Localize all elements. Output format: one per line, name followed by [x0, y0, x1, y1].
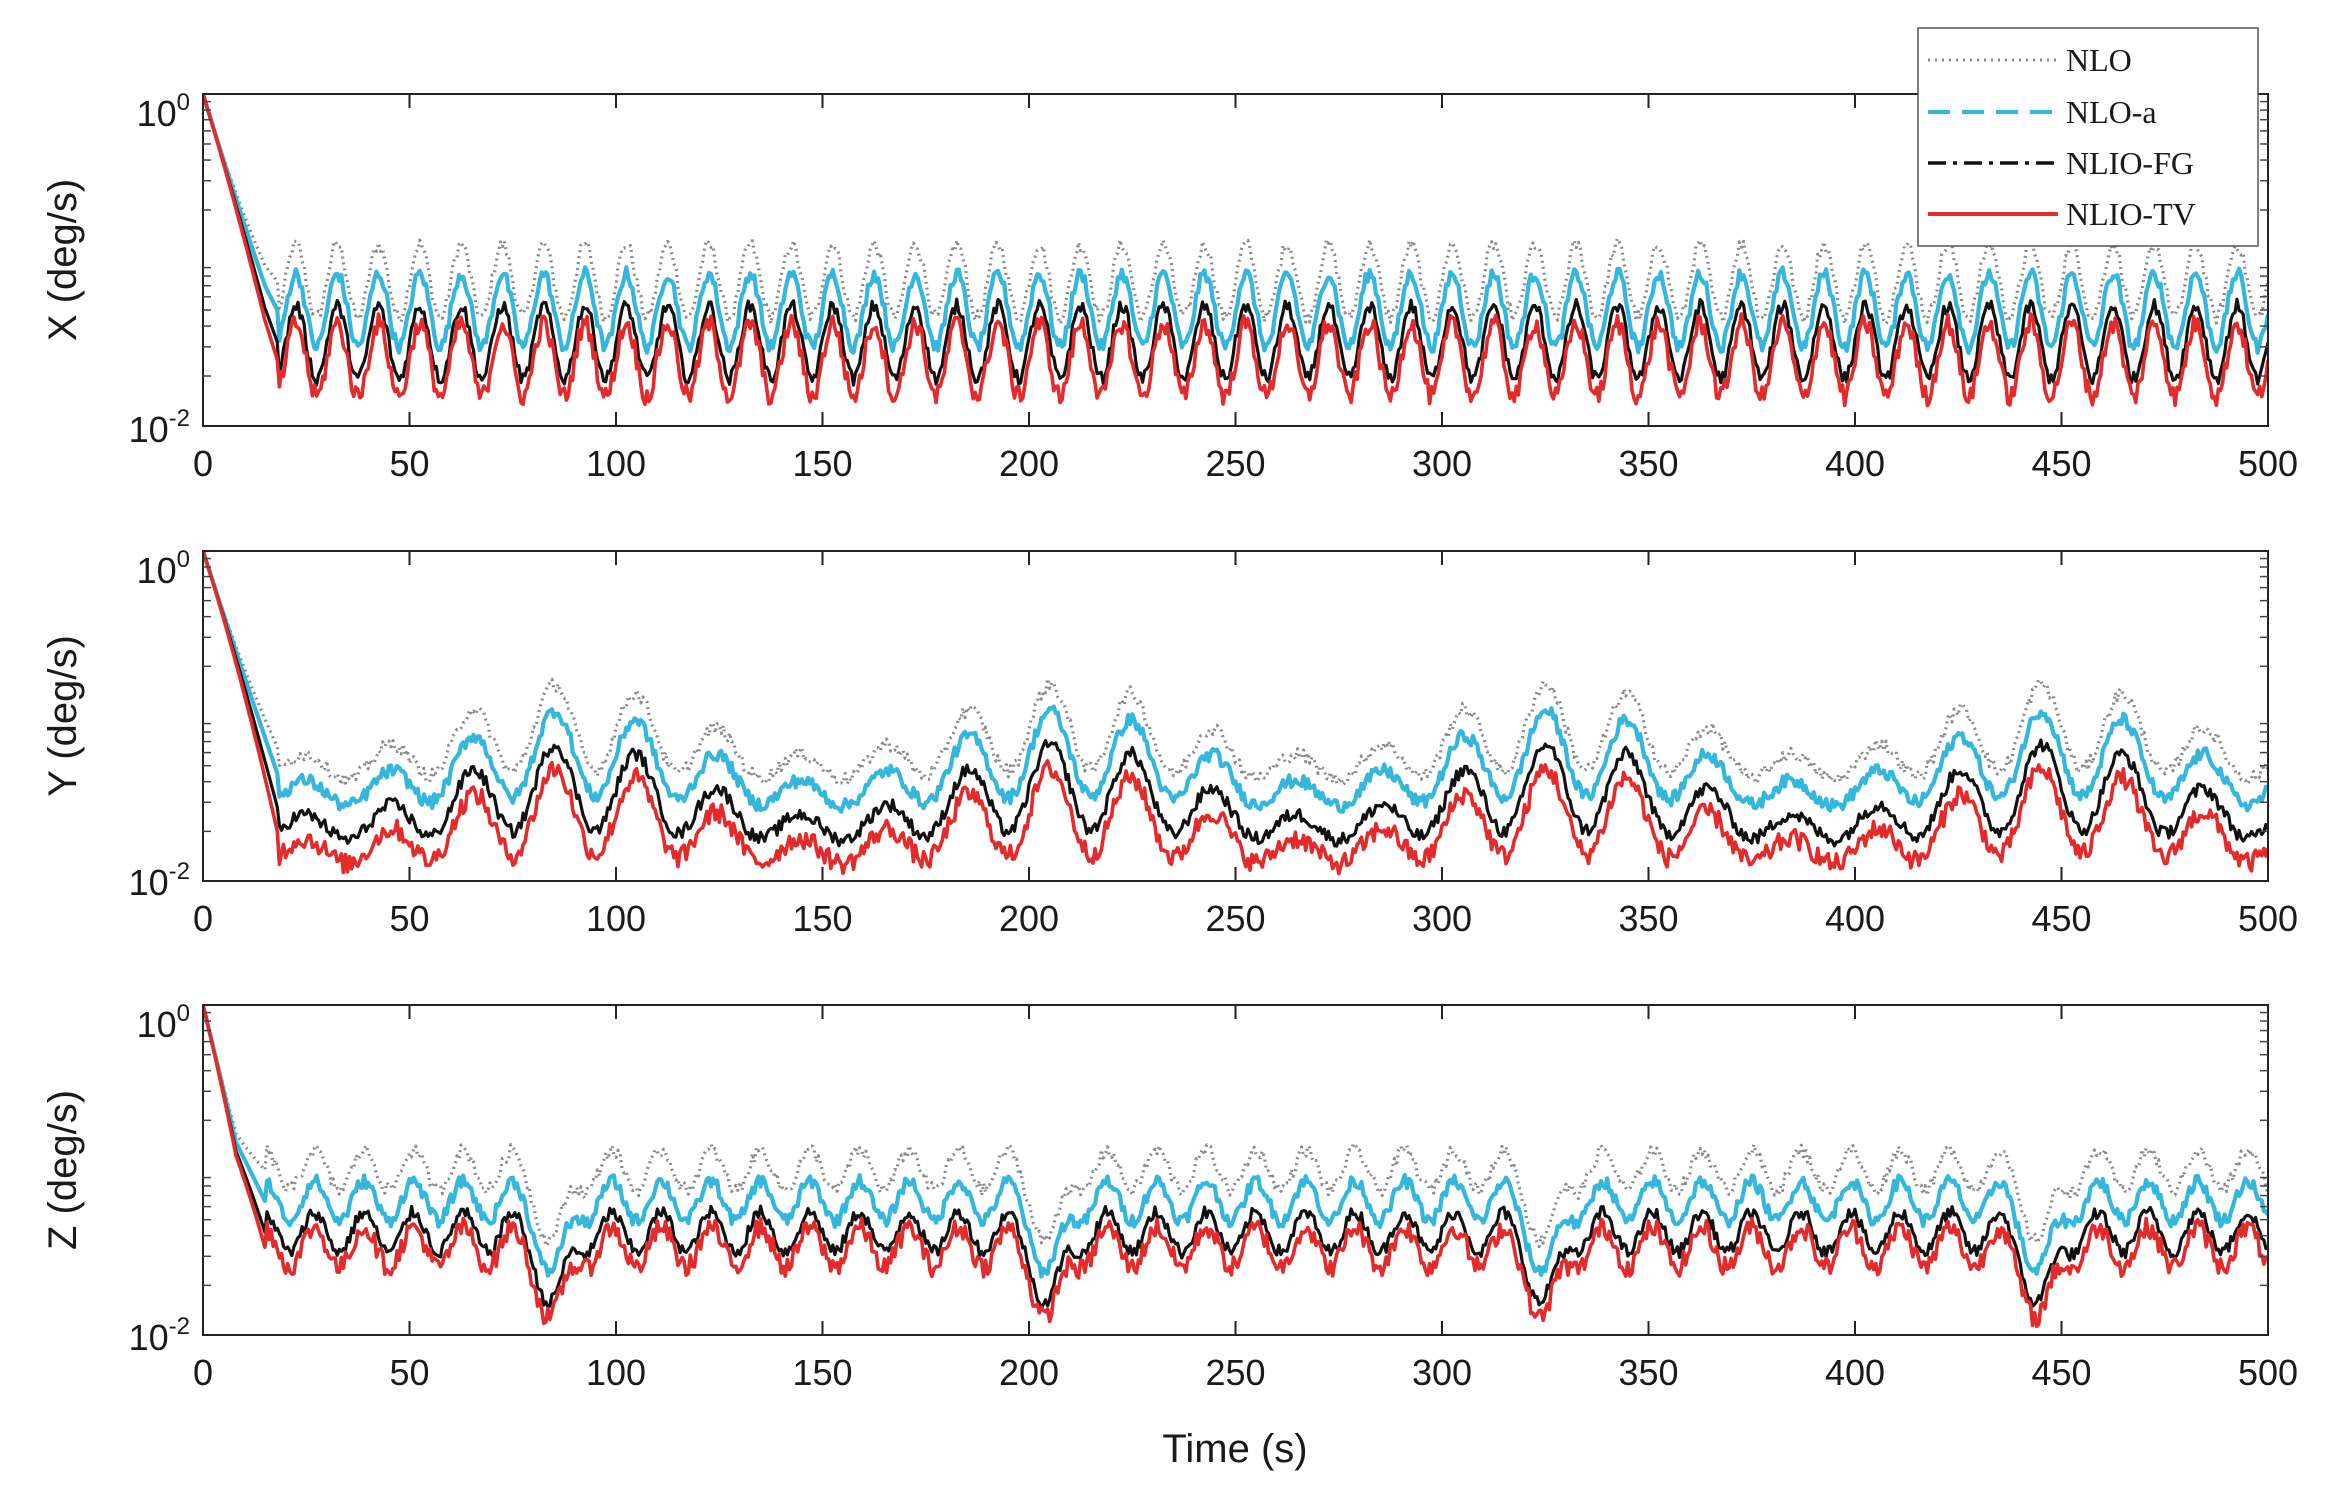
x-ticks-y: 0 50 100 150 200 250 300 350 400 450 500: [193, 551, 2298, 939]
x-tick-label: 200: [999, 443, 1059, 484]
legend-label-nlo-a: NLO-a: [2066, 94, 2157, 130]
x-tick-label: 500: [2238, 898, 2298, 939]
x-tick-label: 0: [193, 443, 213, 484]
x-tick-label: 350: [1618, 898, 1678, 939]
x-tick-label: 250: [1205, 443, 1265, 484]
y-tick-label-top-z: 100: [137, 1000, 190, 1045]
series-line-nloa-panel-z: [203, 1005, 2268, 1279]
y-tick-label-bottom-z: 10-2: [129, 1313, 190, 1358]
series-line-nlo-panel-y: [203, 551, 2268, 787]
x-tick-label: 0: [193, 898, 213, 939]
x-tick-label: 400: [1825, 443, 1885, 484]
series-line-nliotv-panel-y: [203, 551, 2268, 876]
series-line-nloa-panel-x: [203, 94, 2268, 355]
x-tick-label: 450: [2031, 443, 2091, 484]
x-tick-label: 500: [2238, 443, 2298, 484]
x-tick-label: 50: [389, 898, 429, 939]
x-tick-label: 50: [389, 1352, 429, 1393]
x-tick-label: 200: [999, 898, 1059, 939]
series-line-nloa-panel-y: [203, 551, 2268, 814]
x-ticks-x: 0 50 100 150 200 250 300 350 400 450 500: [193, 94, 2298, 484]
x-tick-label: 450: [2031, 898, 2091, 939]
panel-z: 0 50 100 150 200 250 300 350 400 450 500 100 10-2 …: [41, 1000, 2298, 1393]
x-tick-label: 150: [792, 1352, 852, 1393]
x-tick-label: 300: [1412, 1352, 1472, 1393]
x-tick-label: 50: [389, 443, 429, 484]
x-tick-label: 100: [586, 1352, 646, 1393]
series-group-z: [203, 1005, 2268, 1329]
series-group-y: [203, 551, 2268, 876]
series-line-nliofg-panel-x: [203, 94, 2268, 387]
x-tick-label: 250: [1205, 898, 1265, 939]
y-tick-label-bottom-y: 10-2: [129, 858, 190, 903]
x-tick-label: 350: [1618, 1352, 1678, 1393]
legend: NLO NLO-a NLIO-FG NLIO-TV: [1917, 27, 2259, 247]
x-tick-label: 200: [999, 1352, 1059, 1393]
y-axis-label-z: Z (deg/s): [41, 1090, 85, 1250]
y-axis-label-x: X (deg/s): [41, 179, 85, 341]
legend-label-nlio-tv: NLIO-TV: [2066, 196, 2196, 232]
legend-label-nlio-fg: NLIO-FG: [2066, 145, 2194, 181]
x-tick-label: 400: [1825, 898, 1885, 939]
y-tick-label-top-x: 100: [137, 89, 190, 134]
series-line-nliotv-panel-x: [203, 94, 2268, 408]
x-tick-label: 300: [1412, 898, 1472, 939]
x-tick-label: 0: [193, 1352, 213, 1393]
x-tick-label: 500: [2238, 1352, 2298, 1393]
series-line-nlo-panel-x: [203, 94, 2268, 326]
x-tick-label: 450: [2031, 1352, 2091, 1393]
series-line-nlo-panel-z: [203, 1005, 2268, 1248]
x-tick-label: 150: [792, 443, 852, 484]
series-line-nliofg-panel-z: [203, 1005, 2268, 1310]
x-tick-label: 150: [792, 898, 852, 939]
x-tick-label: 100: [586, 898, 646, 939]
panel-y: 0 50 100 150 200 250 300 350 400 450 500 100 10-2 …: [41, 546, 2298, 939]
x-tick-label: 300: [1412, 443, 1472, 484]
x-tick-label: 350: [1618, 443, 1678, 484]
legend-label-nlo: NLO: [2066, 42, 2132, 78]
panel-x: 0 50 100 150 200 250 300 350 400 450 500 100 10-2 …: [41, 89, 2298, 484]
x-tick-label: 400: [1825, 1352, 1885, 1393]
x-ticks-z: 0 50 100 150 200 250 300 350 400 450 500: [193, 1005, 2298, 1393]
series-line-nliotv-panel-z: [203, 1005, 2268, 1329]
y-tick-label-bottom-x: 10-2: [129, 405, 190, 450]
y-tick-label-top-y: 100: [137, 546, 190, 591]
series-line-nliofg-panel-y: [203, 551, 2268, 848]
x-tick-label: 100: [586, 443, 646, 484]
legend-box: [1917, 27, 2259, 247]
x-axis-label: Time (s): [1162, 1427, 1307, 1471]
series-group-x: [203, 94, 2268, 408]
y-axis-label-y: Y (deg/s): [41, 635, 85, 797]
x-tick-label: 250: [1205, 1352, 1265, 1393]
